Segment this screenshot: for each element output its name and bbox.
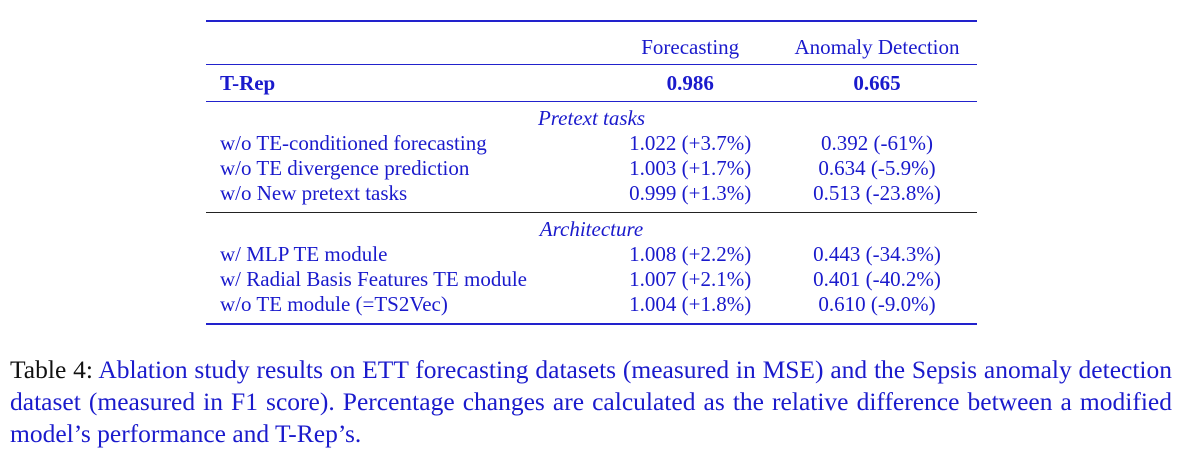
row-label: w/ Radial Basis Features TE module: [220, 267, 527, 291]
forecasting-value: 0.986: [603, 64, 777, 102]
row-label: w/o TE module (=TS2Vec): [206, 292, 604, 325]
group-title-pretext-tasks: Pretext tasks: [206, 101, 977, 131]
forecasting-value: 1.008 (+2.2%): [629, 242, 752, 266]
group-header-row: Architecture: [206, 212, 977, 242]
anomaly-value: 0.634 (-5.9%): [818, 156, 936, 180]
row-label: w/ MLP TE module: [220, 242, 388, 266]
forecasting-value: 1.007 (+2.1%): [629, 267, 752, 291]
table-header-row: Forecasting Anomaly Detection: [206, 20, 977, 65]
caption-label: Table 4:: [10, 355, 93, 384]
row-label: T-Rep: [206, 64, 604, 102]
table-row: w/o TE-conditioned forecasting 1.022 (+3…: [206, 131, 977, 156]
ablation-table: Forecasting Anomaly Detection T-Rep 0.98…: [206, 20, 977, 325]
caption-text: Ablation study results on ETT forecastin…: [10, 355, 1173, 448]
table-row: w/ MLP TE module 1.008 (+2.2%) 0.443 (-3…: [206, 242, 977, 267]
table-caption: Table 4: Ablation study results on ETT f…: [10, 354, 1172, 450]
forecasting-value: 1.004 (+1.8%): [603, 292, 777, 325]
header-anomaly-detection: Anomaly Detection: [776, 20, 977, 65]
anomaly-value: 0.401 (-40.2%): [813, 267, 941, 291]
anomaly-value: 0.392 (-61%): [821, 131, 933, 155]
anomaly-value: 0.665: [776, 64, 977, 102]
forecasting-value: 1.003 (+1.7%): [629, 156, 752, 180]
header-empty-cell: [206, 20, 604, 65]
forecasting-value: 0.999 (+1.3%): [629, 181, 752, 205]
table-row: w/o TE divergence prediction 1.003 (+1.7…: [206, 156, 977, 181]
row-label: w/o TE-conditioned forecasting: [220, 131, 487, 155]
main-result-row: T-Rep 0.986 0.665: [206, 64, 977, 102]
header-forecasting: Forecasting: [603, 20, 777, 65]
table-row: w/ Radial Basis Features TE module 1.007…: [206, 267, 977, 292]
table-row: w/o TE module (=TS2Vec) 1.004 (+1.8%) 0.…: [206, 292, 977, 325]
table-row: w/o New pretext tasks 0.999 (+1.3%) 0.51…: [206, 181, 977, 213]
forecasting-value: 1.022 (+3.7%): [629, 131, 752, 155]
group-header-row: Pretext tasks: [206, 101, 977, 131]
anomaly-value: 0.610 (-9.0%): [776, 292, 977, 325]
group-title-architecture: Architecture: [206, 212, 977, 242]
anomaly-value: 0.443 (-34.3%): [813, 242, 941, 266]
row-label: w/o TE divergence prediction: [220, 156, 470, 180]
anomaly-value: 0.513 (-23.8%): [813, 181, 941, 205]
row-label: w/o New pretext tasks: [220, 181, 408, 205]
